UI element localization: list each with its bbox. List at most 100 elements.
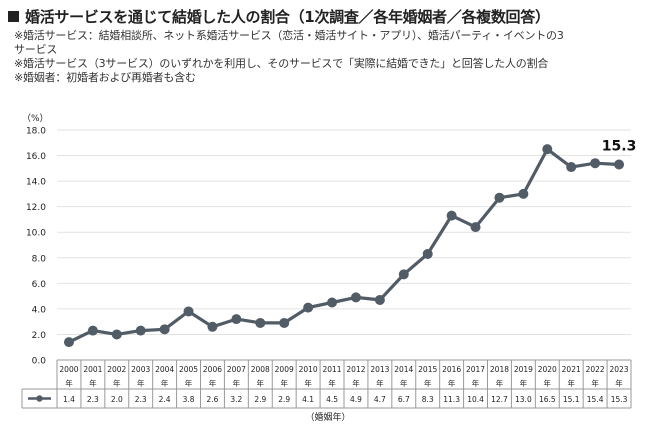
y-tick-label: 4.0 bbox=[32, 305, 47, 315]
x-tick-year: 2016 bbox=[442, 365, 461, 374]
data-value-label: 6.7 bbox=[398, 395, 410, 404]
x-tick-year-suffix: 年 bbox=[567, 378, 575, 388]
data-point bbox=[111, 329, 122, 340]
x-tick-year: 2007 bbox=[227, 365, 246, 374]
chart-title-text: 婚活サービスを通じて結婚した人の割合（1次調査／各年婚姻者／各複数回答） bbox=[25, 8, 550, 26]
y-tick-label: 16.0 bbox=[26, 152, 46, 162]
data-value-label: 2.0 bbox=[111, 395, 123, 404]
y-tick-label: 14.0 bbox=[26, 178, 46, 188]
x-tick-year-suffix: 年 bbox=[448, 378, 456, 388]
x-tick-year: 2000 bbox=[59, 365, 78, 374]
data-value-label: 2.4 bbox=[159, 395, 171, 404]
x-tick-year-suffix: 年 bbox=[113, 378, 121, 388]
data-value-label: 1.4 bbox=[63, 395, 75, 404]
x-tick-year-suffix: 年 bbox=[185, 378, 193, 388]
data-value-label: 4.1 bbox=[302, 395, 314, 404]
data-point bbox=[590, 158, 601, 169]
title-square-icon bbox=[8, 11, 19, 22]
data-point bbox=[566, 162, 577, 173]
x-tick-year: 2009 bbox=[275, 365, 294, 374]
data-point bbox=[470, 222, 481, 233]
x-tick-year-suffix: 年 bbox=[544, 378, 552, 388]
y-tick-label: 0.0 bbox=[32, 357, 47, 367]
data-value-label: 3.2 bbox=[230, 395, 242, 404]
x-tick-year-suffix: 年 bbox=[352, 378, 360, 388]
data-value-label: 3.8 bbox=[183, 395, 195, 404]
x-tick-year: 2001 bbox=[83, 365, 102, 374]
x-tick-year: 2018 bbox=[490, 365, 509, 374]
note-line: ※婚活サービス（3サービス）のいずれかを利用し、そのサービスで「実際に結婚できた… bbox=[14, 57, 549, 70]
x-tick-year-suffix: 年 bbox=[424, 378, 432, 388]
x-tick-year: 2011 bbox=[322, 365, 341, 374]
highlight-value-label: 15.3 bbox=[602, 139, 637, 155]
x-tick-year: 2002 bbox=[107, 365, 126, 374]
y-tick-label: 6.0 bbox=[32, 280, 47, 290]
data-point bbox=[231, 314, 242, 325]
x-tick-year-suffix: 年 bbox=[472, 378, 480, 388]
x-tick-year-suffix: 年 bbox=[615, 378, 623, 388]
data-value-label: 13.0 bbox=[515, 395, 532, 404]
x-tick-year-suffix: 年 bbox=[376, 378, 384, 388]
x-tick-year: 2015 bbox=[418, 365, 437, 374]
data-point bbox=[279, 317, 290, 328]
data-point bbox=[542, 144, 553, 155]
x-tick-year: 2003 bbox=[131, 365, 150, 374]
data-value-label: 2.9 bbox=[254, 395, 266, 404]
y-tick-label: 8.0 bbox=[32, 254, 47, 264]
x-tick-year: 2021 bbox=[562, 365, 581, 374]
x-tick-year-suffix: 年 bbox=[280, 378, 288, 388]
data-value-label: 4.9 bbox=[350, 395, 362, 404]
x-tick-year: 2004 bbox=[155, 365, 174, 374]
data-value-label: 12.7 bbox=[491, 395, 508, 404]
y-axis-unit: （%） bbox=[22, 113, 49, 124]
data-point bbox=[303, 302, 314, 313]
legend-marker bbox=[36, 395, 43, 402]
x-tick-year-suffix: 年 bbox=[304, 378, 312, 388]
data-point bbox=[159, 324, 170, 335]
x-tick-year: 2010 bbox=[299, 365, 318, 374]
data-point bbox=[327, 297, 338, 308]
y-tick-label: 12.0 bbox=[26, 203, 46, 213]
x-tick-year-suffix: 年 bbox=[520, 378, 528, 388]
data-value-label: 8.3 bbox=[422, 395, 434, 404]
x-tick-year: 2023 bbox=[609, 365, 628, 374]
x-tick-year-suffix: 年 bbox=[233, 378, 241, 388]
data-point bbox=[422, 248, 433, 259]
x-axis-label: （婚姻年） bbox=[305, 411, 350, 423]
x-tick-year-suffix: 年 bbox=[400, 378, 408, 388]
data-value-label: 2.6 bbox=[206, 395, 218, 404]
data-point bbox=[183, 306, 194, 317]
data-value-label: 16.5 bbox=[539, 395, 556, 404]
data-value-label: 4.5 bbox=[326, 395, 338, 404]
data-point bbox=[398, 269, 409, 280]
data-point bbox=[446, 210, 457, 221]
y-tick-label: 2.0 bbox=[32, 331, 47, 341]
x-tick-year: 2012 bbox=[346, 365, 365, 374]
data-value-label: 2.3 bbox=[87, 395, 99, 404]
data-value-label: 10.4 bbox=[467, 395, 484, 404]
data-point bbox=[518, 188, 529, 199]
x-tick-year-suffix: 年 bbox=[257, 378, 265, 388]
x-tick-year: 2006 bbox=[203, 365, 222, 374]
x-tick-year: 2019 bbox=[514, 365, 533, 374]
data-point bbox=[494, 192, 505, 203]
note-line: ※婚活サービス：結婚相談所、ネット系婚活サービス（恋活・婚活サイト・アプリ）、婚… bbox=[14, 29, 564, 42]
x-tick-year-suffix: 年 bbox=[209, 378, 217, 388]
series-line bbox=[67, 147, 621, 344]
x-tick-year: 2020 bbox=[538, 365, 557, 374]
data-value-label: 4.7 bbox=[374, 395, 386, 404]
note-line: ※婚姻者：初婚者および再婚者も含む bbox=[14, 71, 196, 84]
y-tick-label: 18.0 bbox=[26, 127, 46, 137]
data-point bbox=[374, 294, 385, 305]
data-value-label: 2.3 bbox=[135, 395, 147, 404]
data-point bbox=[207, 321, 218, 332]
data-point bbox=[87, 325, 98, 336]
x-tick-year: 2013 bbox=[370, 365, 389, 374]
x-tick-year-suffix: 年 bbox=[328, 378, 336, 388]
data-point bbox=[135, 325, 146, 336]
data-point bbox=[255, 317, 266, 328]
data-value-label: 15.4 bbox=[587, 395, 604, 404]
x-tick-year-suffix: 年 bbox=[137, 378, 145, 388]
y-tick-label: 10.0 bbox=[26, 229, 46, 239]
